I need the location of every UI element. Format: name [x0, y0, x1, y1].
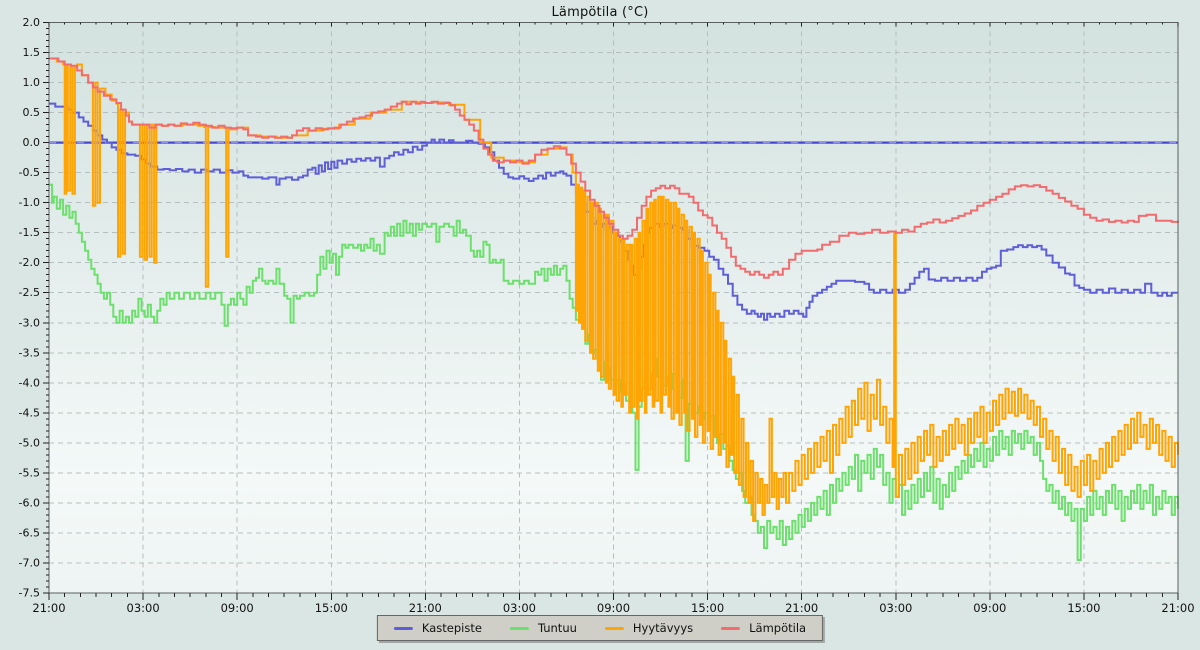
legend-swatch-icon — [393, 626, 413, 630]
legend-swatch-icon — [721, 626, 741, 630]
y-axis-labels: 2.0 1.5 1.0 0.5 0.0 -0.5 -1.0 -1.5 -2.0 -2.5 -3.0 -… — [19, 16, 40, 600]
x-axis-labels: 21:00 03:00 09:00 15:00 21:00 03:00 09:00 15:00… — [32, 601, 1194, 615]
y-axis-tick-label: -0.5 — [19, 166, 40, 179]
x-axis-tick-label: 03:00 — [127, 601, 160, 615]
y-axis-tick-label: 1.0 — [23, 76, 41, 89]
y-axis-ticks — [43, 22, 49, 594]
series-lämpötila — [49, 57, 1179, 279]
x-axis-tick-label: 09:00 — [221, 601, 254, 615]
x-axis-ticks — [48, 22, 1179, 600]
y-axis-tick-label: -4.0 — [19, 376, 40, 389]
legend-swatch-icon — [509, 626, 529, 630]
legend-item-tuntuu: Tuntuu — [509, 621, 577, 635]
x-axis-tick-label: 03:00 — [879, 601, 912, 615]
legend-item-lämpötila: Lämpötila — [721, 621, 806, 635]
x-axis-tick-label: 03:00 — [503, 601, 536, 615]
y-axis-tick-label: -5.0 — [19, 436, 40, 449]
y-axis-tick-label: 0.5 — [23, 106, 41, 119]
y-axis-tick-label: -6.5 — [19, 526, 40, 539]
series-lämpötila — [49, 57, 1179, 279]
y-axis-tick-label: -4.5 — [19, 406, 40, 419]
legend-label: Kastepiste — [421, 621, 482, 635]
x-axis-tick-label: 15:00 — [1067, 601, 1100, 615]
y-axis-tick-label: -3.0 — [19, 316, 40, 329]
y-axis-tick-label: -1.5 — [19, 226, 40, 239]
series-hyytävyys — [49, 57, 1179, 522]
legend-item-kastepiste: Kastepiste — [393, 621, 482, 635]
x-axis-tick-label: 15:00 — [315, 601, 348, 615]
x-axis-tick-label: 21:00 — [1161, 601, 1194, 615]
legend-label: Lämpötila — [749, 621, 807, 635]
chart-title: Lämpötila (°C) — [551, 5, 649, 20]
y-axis-tick-label: -2.5 — [19, 286, 40, 299]
legend: Kastepiste Tuntuu Hyytävyys Lämpötila — [376, 615, 824, 641]
y-axis-tick-label: -7.0 — [19, 557, 40, 570]
legend-label: Hyytävyys — [632, 621, 694, 635]
x-axis-tick-label: 21:00 — [409, 601, 442, 615]
y-axis-tick-label: 2.0 — [23, 16, 41, 29]
y-axis-tick-label: -1.0 — [19, 196, 40, 209]
x-axis-tick-label: 09:00 — [597, 601, 630, 615]
x-axis-tick-label: 15:00 — [691, 601, 724, 615]
y-axis-tick-label: -7.5 — [19, 587, 40, 600]
series-hyytävyys — [49, 57, 1179, 522]
x-axis-tick-label: 09:00 — [973, 601, 1006, 615]
legend-label: Tuntuu — [537, 621, 577, 635]
y-axis-tick-label: -3.5 — [19, 346, 40, 359]
legend-item-hyytävyys: Hyytävyys — [604, 621, 694, 635]
x-axis-tick-label: 21:00 — [785, 601, 818, 615]
y-axis-tick-label: -2.0 — [19, 256, 40, 269]
legend-swatch-icon — [604, 626, 624, 630]
y-axis-tick-label: -5.5 — [19, 466, 40, 479]
y-axis-tick-label: 1.5 — [23, 46, 41, 59]
y-axis-tick-label: -6.0 — [19, 496, 40, 509]
x-axis-tick-label: 21:00 — [32, 601, 65, 615]
y-axis-tick-label: 0.0 — [23, 136, 41, 149]
